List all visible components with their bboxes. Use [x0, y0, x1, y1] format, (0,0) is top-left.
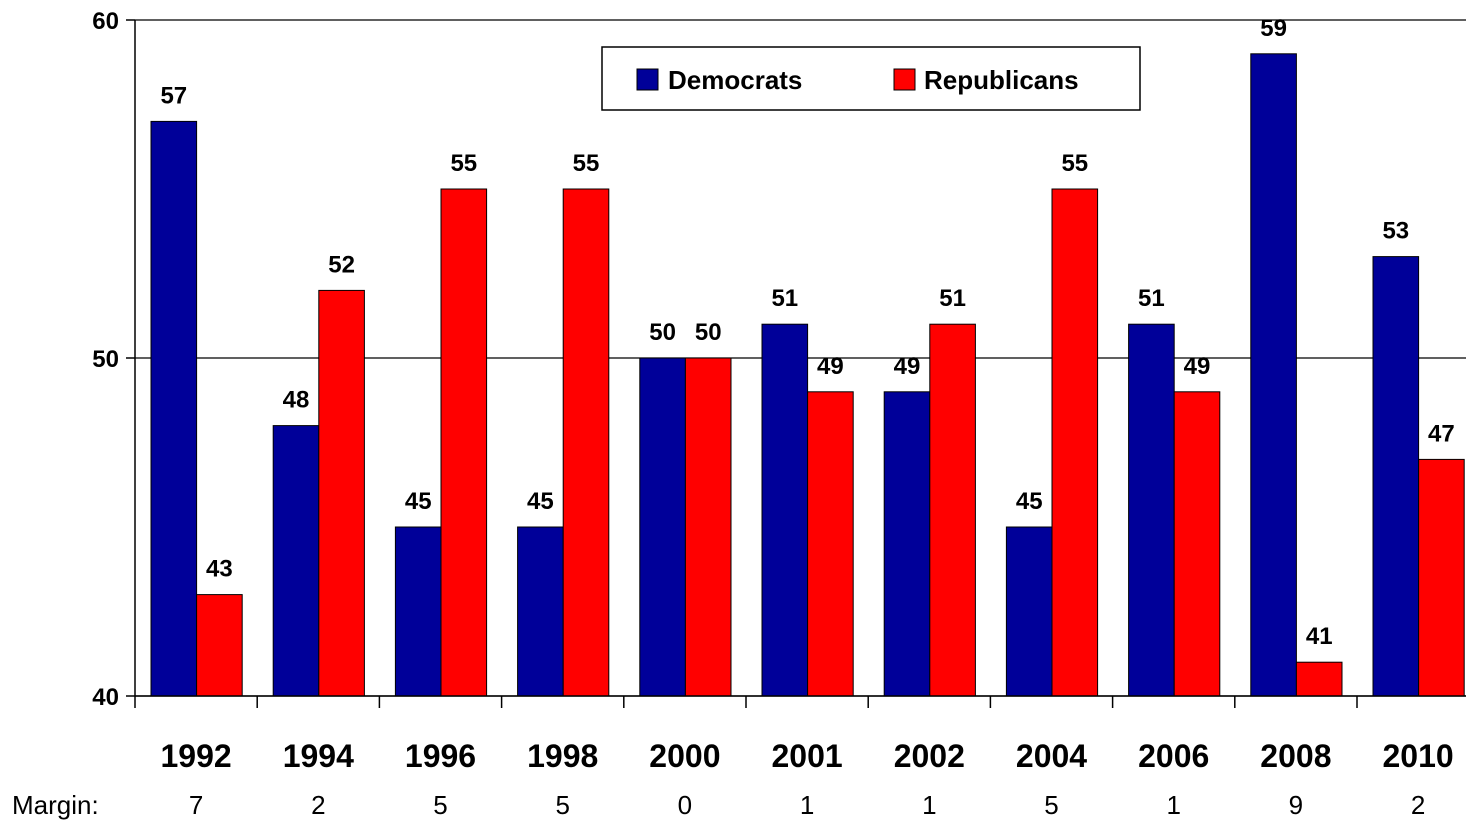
y-tick-label: 50 — [92, 346, 119, 373]
x-tick-label: 1994 — [283, 738, 354, 774]
x-tick-label: 1992 — [161, 738, 232, 774]
bar-democrats-1996 — [394, 526, 442, 697]
legend-label-republicans: Republicans — [924, 65, 1079, 95]
margin-value: 1 — [922, 790, 936, 820]
margin-label: Margin: — [12, 790, 99, 820]
x-tick-label: 2008 — [1260, 738, 1331, 774]
data-label-democrats-2008: 59 — [1260, 15, 1287, 42]
margin-value: 9 — [1289, 790, 1303, 820]
bar-republicans-1998 — [562, 188, 610, 697]
bars — [150, 53, 1465, 697]
data-labels: 57 43 48 52 45 55 45 55 50 50 51 49 49 51 45 55 51 49 59 41… — [160, 15, 1454, 650]
x-tick-label: 2004 — [1016, 738, 1087, 774]
data-label-republicans-2001: 49 — [817, 353, 844, 380]
x-tick-label: 1998 — [527, 738, 598, 774]
data-label-democrats-2006: 51 — [1138, 285, 1165, 312]
y-tick-labels: 40 50 60 — [92, 8, 119, 711]
margin-value: 1 — [1166, 790, 1180, 820]
x-tick-label: 2000 — [649, 738, 720, 774]
legend-box — [601, 46, 1141, 111]
x-tick-label: 2002 — [894, 738, 965, 774]
bar-democrats-2001 — [761, 323, 809, 697]
data-label-democrats-2000: 50 — [649, 319, 676, 346]
legend-swatch-democrats — [636, 68, 659, 91]
data-label-republicans-2008: 41 — [1306, 623, 1333, 650]
margin-value: 5 — [1044, 790, 1058, 820]
data-label-democrats-2002: 49 — [894, 353, 921, 380]
margin-values: 7 2 5 5 0 1 1 5 1 9 2 — [189, 790, 1425, 820]
bar-democrats-2000 — [639, 357, 686, 697]
y-tick-label: 40 — [92, 684, 119, 711]
bar-republicans-2006 — [1173, 391, 1221, 697]
bar-democrats-1994 — [272, 425, 320, 697]
data-label-republicans-1998: 55 — [573, 150, 600, 177]
bar-democrats-2010 — [1372, 256, 1420, 697]
data-label-republicans-2010: 47 — [1428, 420, 1455, 447]
legend: Democrats Republicans — [601, 46, 1141, 111]
x-tick-label: 2001 — [772, 738, 843, 774]
data-label-republicans-2002: 51 — [939, 285, 966, 312]
bar-republicans-1994 — [318, 289, 365, 697]
x-tick-labels: 1992 1994 1996 1998 2000 2001 2002 2004 2006 2008… — [161, 738, 1454, 774]
bar-republicans-2000 — [684, 357, 732, 697]
data-label-democrats-2001: 51 — [771, 285, 798, 312]
x-tick-label: 1996 — [405, 738, 476, 774]
bar-democrats-2006 — [1128, 323, 1175, 697]
bar-democrats-1998 — [517, 526, 564, 697]
data-label-republicans-1992: 43 — [206, 556, 233, 583]
data-label-republicans-2000: 50 — [695, 319, 722, 346]
bar-republicans-2004 — [1051, 188, 1099, 697]
margin-value: 1 — [800, 790, 814, 820]
margin-value: 2 — [311, 790, 325, 820]
bar-democrats-2002 — [883, 391, 931, 697]
bar-republicans-2001 — [807, 391, 854, 697]
legend-label-democrats: Democrats — [668, 65, 802, 95]
data-label-democrats-2010: 53 — [1382, 218, 1409, 245]
bar-democrats-1992 — [150, 120, 198, 697]
data-label-republicans-2004: 55 — [1061, 150, 1088, 177]
y-tick-label: 60 — [92, 8, 119, 35]
data-label-democrats-1994: 48 — [283, 387, 310, 414]
data-label-republicans-2006: 49 — [1184, 353, 1211, 380]
data-label-democrats-1996: 45 — [405, 488, 432, 515]
bar-democrats-2008 — [1250, 53, 1297, 697]
bar-republicans-2002 — [929, 323, 976, 697]
data-label-republicans-1994: 52 — [328, 251, 355, 278]
axes — [134, 20, 1466, 708]
data-label-democrats-2004: 45 — [1016, 488, 1043, 515]
margin-value: 5 — [433, 790, 447, 820]
margin-value: 7 — [189, 790, 203, 820]
bar-republicans-1996 — [440, 188, 488, 697]
margin-value: 5 — [555, 790, 569, 820]
legend-swatch-republicans — [893, 68, 916, 91]
x-tick-label: 2010 — [1383, 738, 1454, 774]
bar-republicans-2010 — [1418, 458, 1465, 697]
data-label-republicans-1996: 55 — [450, 150, 477, 177]
bar-republicans-2008 — [1295, 661, 1343, 697]
bar-republicans-1992 — [196, 594, 243, 697]
x-tick-label: 2006 — [1138, 738, 1209, 774]
bar-democrats-2004 — [1005, 526, 1053, 697]
data-label-democrats-1992: 57 — [160, 82, 187, 109]
data-label-democrats-1998: 45 — [527, 488, 554, 515]
margin-value: 0 — [678, 790, 692, 820]
margin-value: 2 — [1411, 790, 1425, 820]
